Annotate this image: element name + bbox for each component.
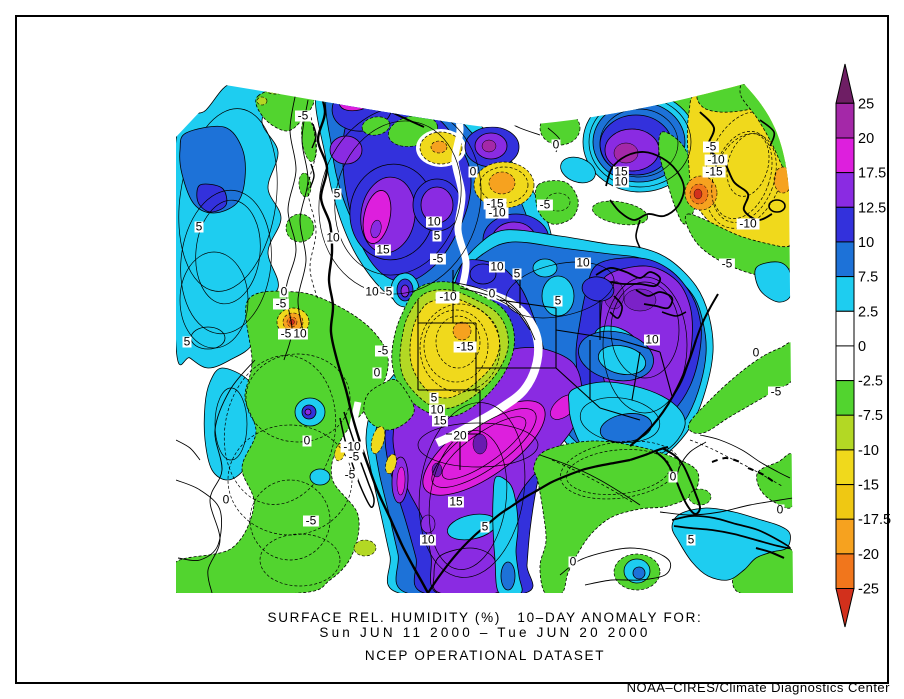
svg-text:-10: -10 — [858, 443, 879, 459]
svg-text:5: 5 — [434, 229, 441, 243]
svg-text:10: 10 — [427, 215, 441, 229]
svg-text:-5: -5 — [378, 344, 389, 358]
svg-text:10: 10 — [614, 175, 628, 189]
svg-text:NCEP OPERATIONAL DATASET: NCEP OPERATIONAL DATASET — [365, 648, 605, 663]
svg-text:10: 10 — [858, 235, 874, 251]
svg-text:0: 0 — [304, 434, 311, 448]
svg-text:0: 0 — [489, 287, 496, 301]
svg-text:-15: -15 — [456, 340, 474, 354]
svg-text:10: 10 — [576, 256, 590, 270]
svg-text:10: 10 — [293, 327, 307, 341]
svg-text:0: 0 — [553, 138, 560, 152]
svg-text:7.5: 7.5 — [858, 270, 878, 286]
svg-text:10: 10 — [421, 533, 435, 547]
svg-text:0: 0 — [374, 366, 381, 380]
svg-text:12.5: 12.5 — [858, 200, 886, 216]
svg-text:0: 0 — [223, 493, 230, 507]
svg-text:0: 0 — [753, 346, 760, 360]
svg-text:-5: -5 — [345, 468, 356, 482]
svg-text:0: 0 — [858, 339, 866, 355]
svg-text:-25: -25 — [858, 582, 879, 598]
svg-text:SURFACE REL. HUMIDITY (%) 10: SURFACE REL. HUMIDITY (%) 10–DAY ANOMALY… — [268, 610, 703, 625]
svg-text:15: 15 — [433, 414, 447, 428]
svg-text:-5: -5 — [306, 514, 317, 528]
svg-text:-20: -20 — [858, 547, 879, 563]
svg-text:5: 5 — [184, 335, 191, 349]
svg-text:-10: -10 — [739, 217, 757, 231]
svg-text:-5: -5 — [722, 257, 733, 271]
svg-text:20: 20 — [858, 131, 874, 147]
svg-text:-5: -5 — [281, 327, 292, 341]
svg-text:5: 5 — [196, 220, 203, 234]
svg-text:15: 15 — [376, 243, 390, 257]
svg-text:0: 0 — [670, 470, 677, 484]
svg-text:-15: -15 — [858, 478, 879, 494]
svg-text:0: 0 — [281, 285, 288, 299]
svg-text:15: 15 — [449, 495, 463, 509]
svg-text:-17.5: -17.5 — [858, 512, 891, 528]
svg-text:-5: -5 — [433, 252, 444, 266]
svg-text:-5: -5 — [771, 385, 782, 399]
svg-text:5: 5 — [334, 187, 341, 201]
svg-text:25: 25 — [858, 96, 874, 112]
svg-text:-5: -5 — [276, 297, 287, 311]
svg-text:-7.5: -7.5 — [858, 408, 883, 424]
svg-text:15: 15 — [614, 165, 628, 179]
svg-text:-5: -5 — [706, 140, 717, 154]
svg-text:-10: -10 — [439, 290, 457, 304]
svg-text:-10: -10 — [488, 206, 506, 220]
svg-text:2.5: 2.5 — [858, 304, 878, 320]
svg-text:5: 5 — [555, 294, 562, 308]
svg-text:-10: -10 — [707, 153, 725, 167]
svg-text:0: 0 — [777, 503, 784, 517]
svg-text:0: 0 — [570, 555, 577, 569]
svg-text:5: 5 — [431, 391, 438, 405]
svg-text:10: 10 — [365, 285, 379, 299]
svg-text:5: 5 — [688, 533, 695, 547]
svg-text:Sun JUN 11 2000 – Tue JUN 20 2: Sun JUN 11 2000 – Tue JUN 20 2000 — [319, 625, 650, 640]
svg-text:-5: -5 — [298, 109, 309, 123]
svg-text:-5: -5 — [349, 450, 360, 464]
svg-text:-10: -10 — [343, 440, 361, 454]
svg-text:-15: -15 — [486, 197, 504, 211]
svg-text:17.5: 17.5 — [858, 166, 886, 182]
svg-text:0: 0 — [470, 165, 477, 179]
svg-text:20: 20 — [453, 429, 467, 443]
svg-text:-2.5: -2.5 — [858, 374, 883, 390]
svg-text:10: 10 — [430, 403, 444, 417]
svg-text:NOAA–CIRES/Climate Diagnostics: NOAA–CIRES/Climate Diagnostics Center — [627, 680, 891, 695]
svg-text:-15: -15 — [705, 165, 723, 179]
svg-text:-5: -5 — [540, 198, 551, 212]
svg-text:5: 5 — [386, 285, 393, 299]
svg-text:10: 10 — [645, 333, 659, 347]
svg-text:5: 5 — [514, 267, 521, 281]
svg-text:10: 10 — [490, 260, 504, 274]
svg-text:10: 10 — [326, 231, 340, 245]
svg-text:5: 5 — [482, 520, 489, 534]
